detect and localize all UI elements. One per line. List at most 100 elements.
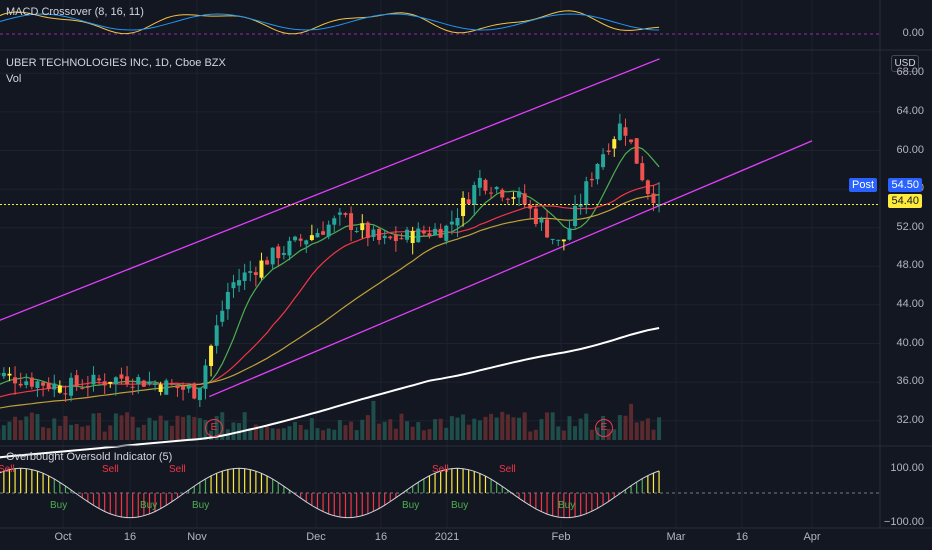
candle-body: [651, 193, 656, 204]
volume-bar: [298, 424, 303, 440]
volume-bar: [410, 426, 415, 440]
grid: [0, 0, 880, 528]
candle-body: [343, 213, 348, 215]
trend-channel[interactable]: [0, 58, 813, 398]
volume-bar: [91, 413, 96, 440]
candle-body: [511, 197, 516, 199]
candle-body: [13, 377, 18, 384]
time-axis-label: Dec: [306, 531, 326, 543]
symbol-title[interactable]: UBER TECHNOLOGIES INC, 1D, Cboe BZX: [6, 57, 226, 69]
candle-body: [477, 177, 482, 188]
candle-body: [337, 212, 342, 215]
candle-body: [371, 229, 376, 238]
earnings-badge[interactable]: E: [595, 419, 613, 437]
volume-bar: [623, 415, 628, 440]
candle-body: [1, 372, 6, 377]
candle-body: [231, 282, 236, 289]
volume-bar: [337, 420, 342, 440]
currency-button[interactable]: USD: [891, 55, 919, 72]
volume-bar: [360, 419, 365, 440]
candle-body: [657, 204, 662, 206]
volume-bar: [46, 428, 51, 440]
candle-body: [500, 189, 505, 198]
candle-body: [421, 231, 426, 234]
price-axis-label: 64.00: [896, 104, 924, 117]
volume-bar: [248, 428, 253, 440]
volume-bar: [125, 412, 130, 440]
candle-body: [573, 205, 578, 227]
candle-body: [629, 139, 634, 143]
candle-body: [377, 228, 382, 240]
candle-body: [489, 192, 494, 194]
candle-body: [399, 238, 404, 240]
candle-body: [97, 378, 102, 381]
candle-body: [41, 382, 46, 386]
volume-bar: [326, 428, 331, 440]
sma-50-line: [0, 182, 660, 398]
volume-bar: [265, 426, 270, 440]
candle-body: [617, 123, 622, 140]
price-axis-label: 60.00: [896, 143, 924, 156]
time-axis-label: 16: [735, 531, 749, 543]
candle-body: [85, 385, 90, 388]
time-axis-label: 16: [123, 531, 137, 543]
price-axis-label: 68.00: [896, 66, 924, 79]
volume-bar: [69, 424, 74, 440]
channel-lower-line: [209, 140, 813, 398]
last-price-tag: 54.40: [888, 194, 922, 208]
candle-body: [265, 260, 270, 265]
volume-bar: [634, 422, 639, 440]
candle-body: [550, 238, 555, 240]
volume-bar: [141, 424, 146, 440]
volume-bar: [477, 420, 482, 440]
volume-bar: [449, 416, 454, 440]
candle-body: [382, 235, 387, 239]
volume-bar: [29, 412, 34, 440]
volume-bar: [522, 412, 527, 440]
time-axis-label: Apr: [803, 531, 821, 543]
volume-bar: [147, 417, 152, 440]
price-axis-label: 52.00: [896, 220, 924, 233]
volume-bar: [18, 420, 23, 440]
candle-body: [7, 373, 12, 376]
volume-bar: [349, 421, 354, 440]
candle-body: [405, 229, 410, 240]
post-market-price-tag: 54.50: [888, 178, 922, 192]
time-axis-label: 2021: [434, 531, 460, 543]
buy-signal: Buy: [558, 500, 576, 511]
candle-body: [528, 205, 533, 209]
sell-signal: Sell: [102, 464, 119, 475]
volume-bar: [181, 416, 186, 440]
candle-body: [125, 376, 130, 385]
candle-body: [483, 179, 488, 191]
candle-body: [253, 272, 258, 276]
candle-body: [606, 150, 611, 153]
candle-body: [315, 233, 320, 238]
volume-bar: [444, 427, 449, 440]
candle-body: [561, 239, 566, 242]
volume-bar: [539, 419, 544, 440]
volume-bar: [382, 421, 387, 440]
candle-body: [505, 198, 510, 200]
volume-bar: [393, 428, 398, 440]
oscillator-title: Overbought Oversold Indicator (5): [6, 451, 173, 463]
candle-body: [494, 187, 499, 190]
candle-body: [326, 224, 331, 237]
candle-body: [276, 246, 281, 259]
earnings-badge[interactable]: E: [205, 419, 223, 437]
volume-bar: [589, 429, 594, 440]
volume-bar: [505, 414, 510, 440]
macd-title: MACD Crossover (8, 16, 11): [6, 6, 144, 18]
volume-bar: [657, 417, 662, 440]
candle-body: [416, 228, 421, 243]
candle-body: [91, 374, 96, 385]
price-axis-label: 44.00: [896, 297, 924, 310]
candle-body: [645, 180, 650, 194]
sell-signal: Sell: [169, 464, 186, 475]
candle-body: [57, 385, 62, 393]
candle-body: [438, 228, 443, 238]
candle-body: [119, 374, 124, 379]
oscillator-axis-bottom: −100.00: [883, 516, 924, 528]
volume-bar: [164, 420, 169, 440]
